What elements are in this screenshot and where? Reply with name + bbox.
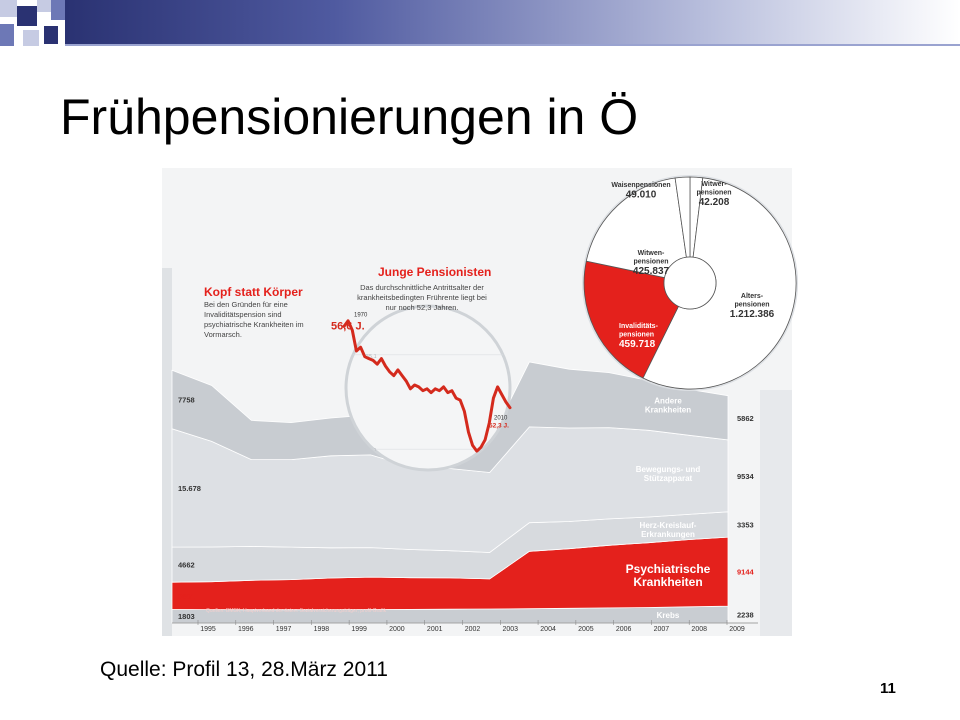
area-inline-label: Andere (654, 397, 682, 406)
area-subtitle-line: psychiatrische Krankheiten im (204, 320, 304, 329)
x-tick-label: 2004 (540, 626, 556, 633)
line-chart-title: Junge Pensionisten (378, 265, 491, 279)
line-end-year: 2010 (494, 416, 508, 422)
line-subtitle-line: Das durchschnittliche Antrittsalter der (360, 283, 484, 292)
area-chart-title: Kopf statt Körper (204, 285, 303, 299)
corner-square-3 (37, 0, 51, 12)
line-y-tick-label: 55,1 (366, 354, 377, 360)
right-value-label: 2238 (737, 611, 754, 620)
x-tick-label: 2000 (389, 626, 405, 633)
donut-slice-label: Witwen- (638, 250, 665, 257)
corner-square-7 (44, 26, 58, 44)
left-value-label: 7758 (178, 396, 195, 405)
corner-square-4 (51, 0, 65, 20)
donut-slice-label: pensionen (633, 259, 668, 266)
donut-slice-label: pensionen (619, 332, 654, 339)
x-tick-label: 2001 (427, 626, 443, 633)
corner-square-5 (0, 24, 14, 46)
area-inline-label: Stützapparat (644, 474, 693, 483)
area-subtitle-line: Bei den Gründen für eine (204, 300, 288, 309)
area-inline-label: Krankheiten (645, 406, 691, 415)
area-subtitle-line: Invaliditätspension sind (204, 310, 282, 319)
area-subtitle-line: Vormarsch. (204, 330, 242, 339)
left-value-label: 3601 (178, 592, 195, 601)
x-tick-label: 2008 (691, 626, 707, 633)
right-value-label: 9534 (737, 472, 755, 481)
line-chart-subtitle: Das durchschnittliche Antrittsalter der … (357, 283, 487, 312)
slide-source: Quelle: Profil 13, 28.März 2011 (100, 658, 388, 681)
x-tick-label: 2006 (616, 626, 632, 633)
donut-slice-value: 425.837 (633, 266, 670, 277)
area-inline-label: Krankheiten (633, 575, 702, 589)
line-subtitle-line: krankheitsbedingten Frührente liegt bei (357, 293, 487, 302)
corner-square-6 (23, 30, 39, 46)
right-value-label: 5862 (737, 414, 754, 423)
donut-slice-value: 49.010 (626, 190, 657, 201)
x-tick-label: 1996 (238, 626, 254, 633)
line-end-value: 52,3 J. (489, 423, 509, 430)
x-tick-label: 2003 (502, 626, 518, 633)
left-value-label: 15.678 (178, 484, 201, 493)
x-tick-label: 2009 (729, 626, 745, 633)
area-source-note: Quellen: BMSK, Hauptverband der österr. … (206, 608, 387, 614)
x-tick-label: 2005 (578, 626, 594, 633)
area-inline-label: Herz-Kreislauf- (640, 521, 697, 530)
x-tick-label: 1999 (351, 626, 367, 633)
header-gradient-bar (65, 0, 960, 44)
donut-slice-label: Alters- (741, 293, 764, 300)
donut-slice-label: Witwer- (701, 181, 727, 188)
x-tick-label: 2007 (654, 626, 670, 633)
area-chart-subtitle: Bei den Gründen für eine Invaliditätspen… (204, 300, 304, 339)
area-inline-label: Bewegungs- und (636, 465, 701, 474)
x-tick-label: 1995 (200, 626, 216, 633)
line-start-value: 56,6 J. (331, 320, 365, 332)
figure-strip-left (162, 268, 172, 636)
donut-slice-label: Waisenpensionen (611, 182, 670, 189)
area-inline-label: Krebs (657, 611, 680, 620)
right-value-label: 3353 (737, 521, 754, 530)
area-inline-label: Erkrankungen (641, 530, 695, 539)
donut-slice-value: 459.718 (619, 339, 656, 350)
x-tick-label: 1997 (276, 626, 292, 633)
line-series (342, 319, 512, 453)
donut-slice-label: pensionen (734, 302, 769, 309)
corner-square-2 (17, 6, 37, 26)
x-tick-label: 2002 (465, 626, 481, 633)
corner-square-1 (0, 0, 17, 17)
donut-slice-value: 42.208 (699, 197, 730, 208)
line-subtitle-line: nur noch 52,3 Jahren. (386, 303, 459, 312)
line-start-year: 1970 (354, 312, 368, 318)
header-thin-line (65, 44, 960, 46)
area-inline-label: Psychiatrische (626, 562, 711, 576)
donut-slice-value: 1.212.386 (730, 309, 775, 320)
slide-number: 11 (880, 680, 896, 697)
left-value-label: 4662 (178, 561, 195, 570)
left-value-label: 1803 (178, 612, 195, 621)
slide-title: Frühpensionierungen in Ö (60, 89, 639, 145)
x-tick-label: 1998 (314, 626, 330, 633)
donut-slice-label: pensionen (696, 190, 731, 197)
right-value-label: 9144 (737, 568, 755, 577)
donut-hole (663, 256, 717, 310)
figure-strip-right (760, 390, 792, 636)
donut-slice-label: Invaliditäts- (619, 323, 659, 330)
